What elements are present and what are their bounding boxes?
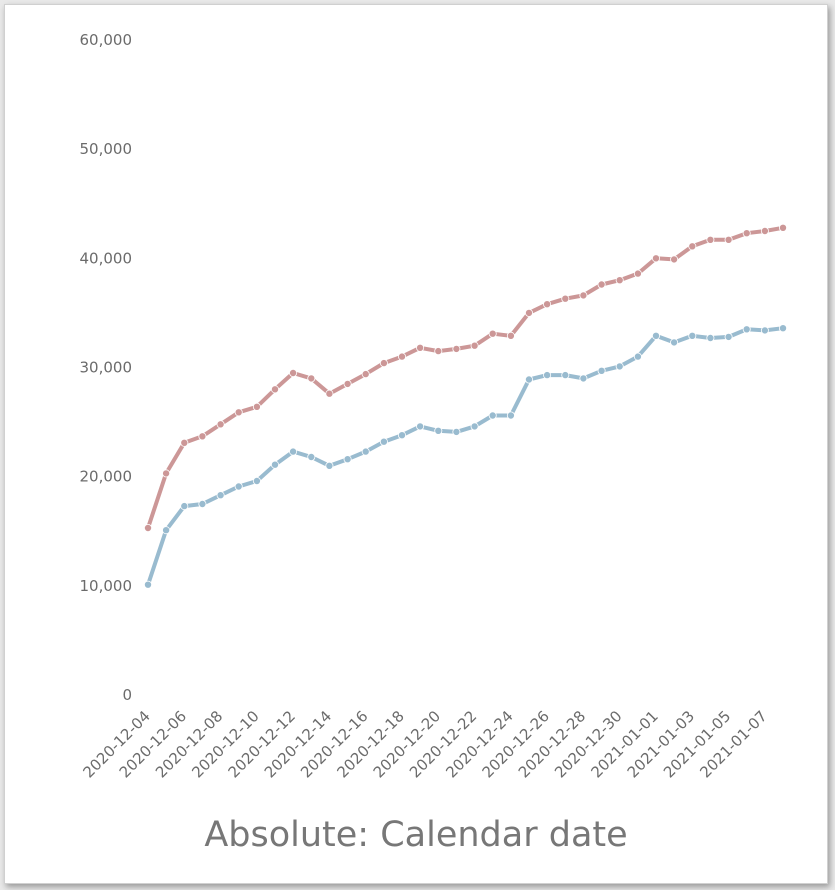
data-point[interactable] [779, 223, 788, 232]
data-point[interactable] [325, 461, 334, 470]
data-point[interactable] [688, 242, 697, 251]
data-point[interactable] [615, 276, 624, 285]
data-point[interactable] [488, 411, 497, 420]
data-point[interactable] [143, 580, 152, 589]
data-point[interactable] [724, 235, 733, 244]
y-tick-label: 60,000 [80, 31, 133, 49]
data-point[interactable] [234, 482, 243, 491]
data-point[interactable] [379, 359, 388, 368]
y-tick-label: 50,000 [80, 140, 133, 158]
data-point[interactable] [252, 476, 261, 485]
series-line [146, 225, 784, 529]
data-point[interactable] [452, 427, 461, 436]
data-point[interactable] [361, 370, 370, 379]
y-tick-label: 0 [122, 686, 132, 704]
data-point[interactable] [561, 294, 570, 303]
data-point[interactable] [688, 331, 697, 340]
data-point[interactable] [633, 269, 642, 278]
data-point[interactable] [706, 333, 715, 342]
series-1 [143, 223, 788, 533]
data-point[interactable] [143, 524, 152, 533]
data-point[interactable] [579, 291, 588, 300]
data-point[interactable] [652, 331, 661, 340]
y-tick-label: 40,000 [80, 249, 133, 267]
data-point[interactable] [742, 229, 751, 238]
data-point[interactable] [289, 447, 298, 456]
data-point[interactable] [234, 408, 243, 417]
data-point[interactable] [597, 280, 606, 289]
data-point[interactable] [652, 254, 661, 263]
data-point[interactable] [506, 411, 515, 420]
data-point[interactable] [488, 329, 497, 338]
data-point[interactable] [633, 352, 642, 361]
data-point[interactable] [325, 389, 334, 398]
data-point[interactable] [216, 420, 225, 429]
data-point[interactable] [397, 431, 406, 440]
data-point[interactable] [379, 437, 388, 446]
data-point[interactable] [416, 422, 425, 431]
data-point[interactable] [706, 235, 715, 244]
series-2 [143, 324, 788, 589]
data-point[interactable] [198, 432, 207, 441]
data-point[interactable] [216, 491, 225, 500]
data-point[interactable] [307, 374, 316, 383]
data-point[interactable] [525, 375, 534, 384]
y-tick-label: 10,000 [80, 577, 133, 595]
data-point[interactable] [434, 426, 443, 435]
data-point[interactable] [307, 452, 316, 461]
data-point[interactable] [416, 343, 425, 352]
data-point[interactable] [579, 374, 588, 383]
data-point[interactable] [724, 332, 733, 341]
data-point[interactable] [506, 331, 515, 340]
x-axis: 2020-12-042020-12-062020-12-082020-12-10… [79, 707, 770, 781]
data-point[interactable] [615, 362, 624, 371]
data-point[interactable] [198, 499, 207, 508]
data-point[interactable] [180, 502, 189, 511]
data-point[interactable] [779, 324, 788, 333]
data-point[interactable] [561, 371, 570, 380]
data-point[interactable] [760, 226, 769, 235]
data-point[interactable] [670, 255, 679, 264]
line-chart: 0 10,000 20,000 30,000 40,000 50,000 60,000 20… [79, 31, 788, 781]
data-point[interactable] [525, 308, 534, 317]
series-layer [143, 223, 788, 589]
data-point[interactable] [597, 366, 606, 375]
data-point[interactable] [397, 352, 406, 361]
data-point[interactable] [270, 460, 279, 469]
data-point[interactable] [343, 379, 352, 388]
series-line [146, 326, 784, 586]
data-point[interactable] [180, 438, 189, 447]
data-point[interactable] [252, 402, 261, 411]
y-tick-label: 30,000 [80, 359, 133, 377]
data-point[interactable] [361, 447, 370, 456]
data-point[interactable] [760, 326, 769, 335]
data-point[interactable] [543, 300, 552, 309]
data-point[interactable] [543, 371, 552, 380]
data-point[interactable] [162, 526, 171, 535]
data-point[interactable] [289, 368, 298, 377]
data-point[interactable] [270, 385, 279, 394]
data-point[interactable] [470, 422, 479, 431]
data-point[interactable] [343, 455, 352, 464]
data-point[interactable] [162, 469, 171, 478]
data-point[interactable] [470, 341, 479, 350]
chart-card: 0 10,000 20,000 30,000 40,000 50,000 60,000 20… [4, 4, 828, 884]
data-point[interactable] [434, 347, 443, 356]
y-axis: 0 10,000 20,000 30,000 40,000 50,000 60,000 [80, 31, 133, 704]
chart-title: Absolute: Calendar date [204, 815, 628, 855]
y-tick-label: 20,000 [80, 468, 133, 486]
data-point[interactable] [670, 338, 679, 347]
data-point[interactable] [452, 344, 461, 353]
data-point[interactable] [742, 325, 751, 334]
